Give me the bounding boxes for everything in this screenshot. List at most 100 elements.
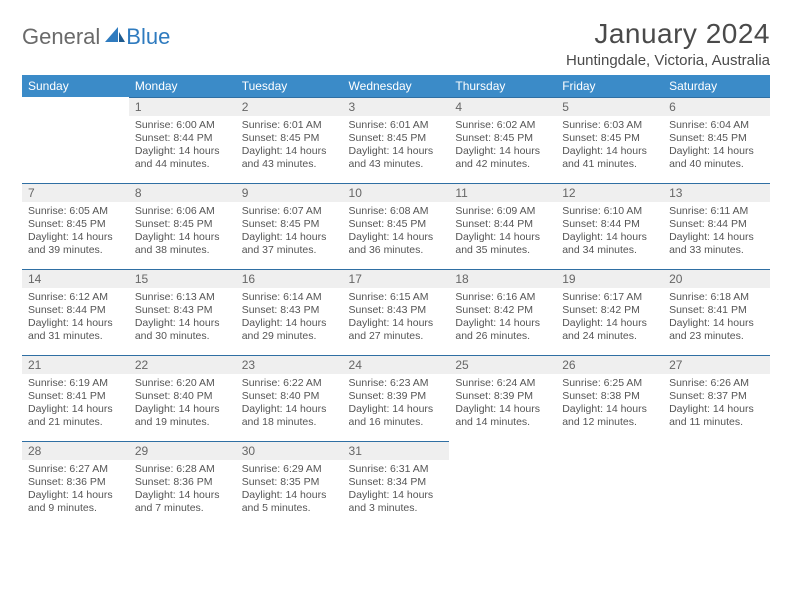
day-details: Sunrise: 6:03 AMSunset: 8:45 PMDaylight:…	[556, 116, 663, 178]
day-number: 4	[449, 97, 556, 116]
calendar-body: 1Sunrise: 6:00 AMSunset: 8:44 PMDaylight…	[22, 97, 770, 527]
calendar-cell: 22Sunrise: 6:20 AMSunset: 8:40 PMDayligh…	[129, 355, 236, 441]
day-details: Sunrise: 6:14 AMSunset: 8:43 PMDaylight:…	[236, 288, 343, 350]
day-number: 13	[663, 183, 770, 202]
day-details: Sunrise: 6:10 AMSunset: 8:44 PMDaylight:…	[556, 202, 663, 264]
empty-day	[556, 441, 663, 460]
day-header: Saturday	[663, 75, 770, 97]
day-number: 7	[22, 183, 129, 202]
day-number: 9	[236, 183, 343, 202]
calendar-cell: 6Sunrise: 6:04 AMSunset: 8:45 PMDaylight…	[663, 97, 770, 183]
calendar-cell	[22, 97, 129, 183]
day-number: 3	[343, 97, 450, 116]
calendar-cell: 25Sunrise: 6:24 AMSunset: 8:39 PMDayligh…	[449, 355, 556, 441]
day-details: Sunrise: 6:02 AMSunset: 8:45 PMDaylight:…	[449, 116, 556, 178]
day-number: 24	[343, 355, 450, 374]
day-number: 30	[236, 441, 343, 460]
day-header: Sunday	[22, 75, 129, 97]
day-details: Sunrise: 6:12 AMSunset: 8:44 PMDaylight:…	[22, 288, 129, 350]
day-number: 17	[343, 269, 450, 288]
calendar-cell	[663, 441, 770, 527]
day-header: Thursday	[449, 75, 556, 97]
day-details: Sunrise: 6:31 AMSunset: 8:34 PMDaylight:…	[343, 460, 450, 522]
day-number: 14	[22, 269, 129, 288]
day-details: Sunrise: 6:00 AMSunset: 8:44 PMDaylight:…	[129, 116, 236, 178]
calendar-cell: 13Sunrise: 6:11 AMSunset: 8:44 PMDayligh…	[663, 183, 770, 269]
day-header-row: SundayMondayTuesdayWednesdayThursdayFrid…	[22, 75, 770, 97]
calendar-cell: 30Sunrise: 6:29 AMSunset: 8:35 PMDayligh…	[236, 441, 343, 527]
calendar-cell: 10Sunrise: 6:08 AMSunset: 8:45 PMDayligh…	[343, 183, 450, 269]
day-number: 2	[236, 97, 343, 116]
calendar-cell: 26Sunrise: 6:25 AMSunset: 8:38 PMDayligh…	[556, 355, 663, 441]
calendar-cell: 2Sunrise: 6:01 AMSunset: 8:45 PMDaylight…	[236, 97, 343, 183]
day-number: 1	[129, 97, 236, 116]
calendar-cell: 31Sunrise: 6:31 AMSunset: 8:34 PMDayligh…	[343, 441, 450, 527]
day-number: 10	[343, 183, 450, 202]
day-details: Sunrise: 6:17 AMSunset: 8:42 PMDaylight:…	[556, 288, 663, 350]
day-details: Sunrise: 6:09 AMSunset: 8:44 PMDaylight:…	[449, 202, 556, 264]
calendar-cell: 16Sunrise: 6:14 AMSunset: 8:43 PMDayligh…	[236, 269, 343, 355]
calendar-week-row: 28Sunrise: 6:27 AMSunset: 8:36 PMDayligh…	[22, 441, 770, 527]
day-details: Sunrise: 6:08 AMSunset: 8:45 PMDaylight:…	[343, 202, 450, 264]
day-number: 22	[129, 355, 236, 374]
day-details: Sunrise: 6:04 AMSunset: 8:45 PMDaylight:…	[663, 116, 770, 178]
day-details: Sunrise: 6:06 AMSunset: 8:45 PMDaylight:…	[129, 202, 236, 264]
day-details: Sunrise: 6:25 AMSunset: 8:38 PMDaylight:…	[556, 374, 663, 436]
calendar-cell: 27Sunrise: 6:26 AMSunset: 8:37 PMDayligh…	[663, 355, 770, 441]
calendar-cell: 8Sunrise: 6:06 AMSunset: 8:45 PMDaylight…	[129, 183, 236, 269]
day-number: 25	[449, 355, 556, 374]
day-number: 29	[129, 441, 236, 460]
day-number: 18	[449, 269, 556, 288]
empty-day	[22, 97, 129, 116]
day-details: Sunrise: 6:05 AMSunset: 8:45 PMDaylight:…	[22, 202, 129, 264]
calendar-cell: 21Sunrise: 6:19 AMSunset: 8:41 PMDayligh…	[22, 355, 129, 441]
calendar-cell: 11Sunrise: 6:09 AMSunset: 8:44 PMDayligh…	[449, 183, 556, 269]
month-title: January 2024	[566, 18, 770, 50]
header: General Blue January 2024 Huntingdale, V…	[22, 18, 770, 69]
day-details: Sunrise: 6:01 AMSunset: 8:45 PMDaylight:…	[343, 116, 450, 178]
day-details: Sunrise: 6:18 AMSunset: 8:41 PMDaylight:…	[663, 288, 770, 350]
day-number: 15	[129, 269, 236, 288]
day-details: Sunrise: 6:15 AMSunset: 8:43 PMDaylight:…	[343, 288, 450, 350]
day-number: 12	[556, 183, 663, 202]
calendar-week-row: 14Sunrise: 6:12 AMSunset: 8:44 PMDayligh…	[22, 269, 770, 355]
logo-word-1: General	[22, 24, 100, 50]
calendar-cell: 12Sunrise: 6:10 AMSunset: 8:44 PMDayligh…	[556, 183, 663, 269]
calendar-week-row: 7Sunrise: 6:05 AMSunset: 8:45 PMDaylight…	[22, 183, 770, 269]
day-header: Wednesday	[343, 75, 450, 97]
day-details: Sunrise: 6:28 AMSunset: 8:36 PMDaylight:…	[129, 460, 236, 522]
calendar-week-row: 1Sunrise: 6:00 AMSunset: 8:44 PMDaylight…	[22, 97, 770, 183]
day-details: Sunrise: 6:24 AMSunset: 8:39 PMDaylight:…	[449, 374, 556, 436]
calendar-cell: 23Sunrise: 6:22 AMSunset: 8:40 PMDayligh…	[236, 355, 343, 441]
calendar-cell: 9Sunrise: 6:07 AMSunset: 8:45 PMDaylight…	[236, 183, 343, 269]
calendar-cell: 4Sunrise: 6:02 AMSunset: 8:45 PMDaylight…	[449, 97, 556, 183]
day-details: Sunrise: 6:26 AMSunset: 8:37 PMDaylight:…	[663, 374, 770, 436]
calendar-table: SundayMondayTuesdayWednesdayThursdayFrid…	[22, 75, 770, 527]
day-details: Sunrise: 6:07 AMSunset: 8:45 PMDaylight:…	[236, 202, 343, 264]
day-header: Friday	[556, 75, 663, 97]
day-number: 23	[236, 355, 343, 374]
day-number: 31	[343, 441, 450, 460]
day-header: Monday	[129, 75, 236, 97]
title-block: January 2024 Huntingdale, Victoria, Aust…	[566, 18, 770, 69]
calendar-cell	[556, 441, 663, 527]
calendar-cell: 7Sunrise: 6:05 AMSunset: 8:45 PMDaylight…	[22, 183, 129, 269]
day-number: 8	[129, 183, 236, 202]
calendar-cell: 24Sunrise: 6:23 AMSunset: 8:39 PMDayligh…	[343, 355, 450, 441]
day-number: 26	[556, 355, 663, 374]
day-details: Sunrise: 6:29 AMSunset: 8:35 PMDaylight:…	[236, 460, 343, 522]
calendar-cell	[449, 441, 556, 527]
day-number: 6	[663, 97, 770, 116]
location: Huntingdale, Victoria, Australia	[566, 52, 770, 69]
calendar-cell: 18Sunrise: 6:16 AMSunset: 8:42 PMDayligh…	[449, 269, 556, 355]
day-number: 20	[663, 269, 770, 288]
day-details: Sunrise: 6:22 AMSunset: 8:40 PMDaylight:…	[236, 374, 343, 436]
calendar-week-row: 21Sunrise: 6:19 AMSunset: 8:41 PMDayligh…	[22, 355, 770, 441]
calendar-cell: 5Sunrise: 6:03 AMSunset: 8:45 PMDaylight…	[556, 97, 663, 183]
day-details: Sunrise: 6:19 AMSunset: 8:41 PMDaylight:…	[22, 374, 129, 436]
calendar-cell: 17Sunrise: 6:15 AMSunset: 8:43 PMDayligh…	[343, 269, 450, 355]
empty-day	[449, 441, 556, 460]
day-details: Sunrise: 6:23 AMSunset: 8:39 PMDaylight:…	[343, 374, 450, 436]
calendar-cell: 15Sunrise: 6:13 AMSunset: 8:43 PMDayligh…	[129, 269, 236, 355]
calendar-cell: 3Sunrise: 6:01 AMSunset: 8:45 PMDaylight…	[343, 97, 450, 183]
